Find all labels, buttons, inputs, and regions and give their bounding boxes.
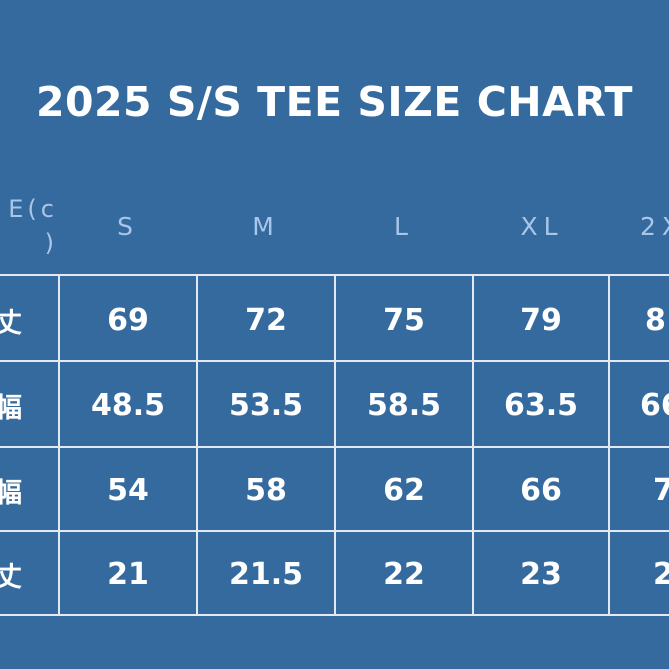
- table-cell: 23: [520, 556, 562, 592]
- table-cell: 75: [383, 302, 425, 338]
- table-cell: 72: [245, 302, 287, 338]
- size-header-xl: XL: [520, 211, 564, 241]
- table-cell: 63.5: [503, 387, 579, 423]
- table-cell: 7: [653, 472, 669, 508]
- size-header-m: M: [252, 211, 280, 241]
- row-label-sleeve: 丈: [0, 561, 22, 593]
- size-header-s: S: [117, 211, 139, 241]
- table-cell: 48.5: [90, 387, 166, 423]
- column-divider: [58, 276, 60, 616]
- column-divider: [196, 276, 198, 616]
- row-label-chest: 幅: [0, 392, 22, 424]
- table-cell: 8: [645, 302, 666, 338]
- row-label-length: 丈: [0, 307, 22, 339]
- table-cell: 54: [107, 472, 149, 508]
- size-header-2xl: 2X: [640, 211, 669, 241]
- column-divider: [472, 276, 474, 616]
- table-cell: 2: [653, 556, 669, 592]
- table-cell: 66: [640, 387, 669, 423]
- table-cell: 53.5: [228, 387, 304, 423]
- table-cell: 79: [520, 302, 562, 338]
- table-cell: 58.5: [366, 387, 442, 423]
- table-cell: 22: [383, 556, 425, 592]
- table-cell: 58: [245, 472, 287, 508]
- size-unit-header: E(c ): [8, 195, 58, 257]
- table-cell: 21: [107, 556, 149, 592]
- table-cell: 21.5: [228, 556, 304, 592]
- column-divider: [334, 276, 336, 616]
- table-cell: 66: [520, 472, 562, 508]
- size-header-l: L: [394, 211, 414, 241]
- chart-title: 2025 S/S TEE SIZE CHART: [35, 78, 634, 126]
- header-divider: [0, 274, 669, 276]
- table-cell: 69: [107, 302, 149, 338]
- table-cell: 62: [383, 472, 425, 508]
- row-label-shoulder: 幅: [0, 477, 22, 509]
- column-divider: [608, 276, 610, 616]
